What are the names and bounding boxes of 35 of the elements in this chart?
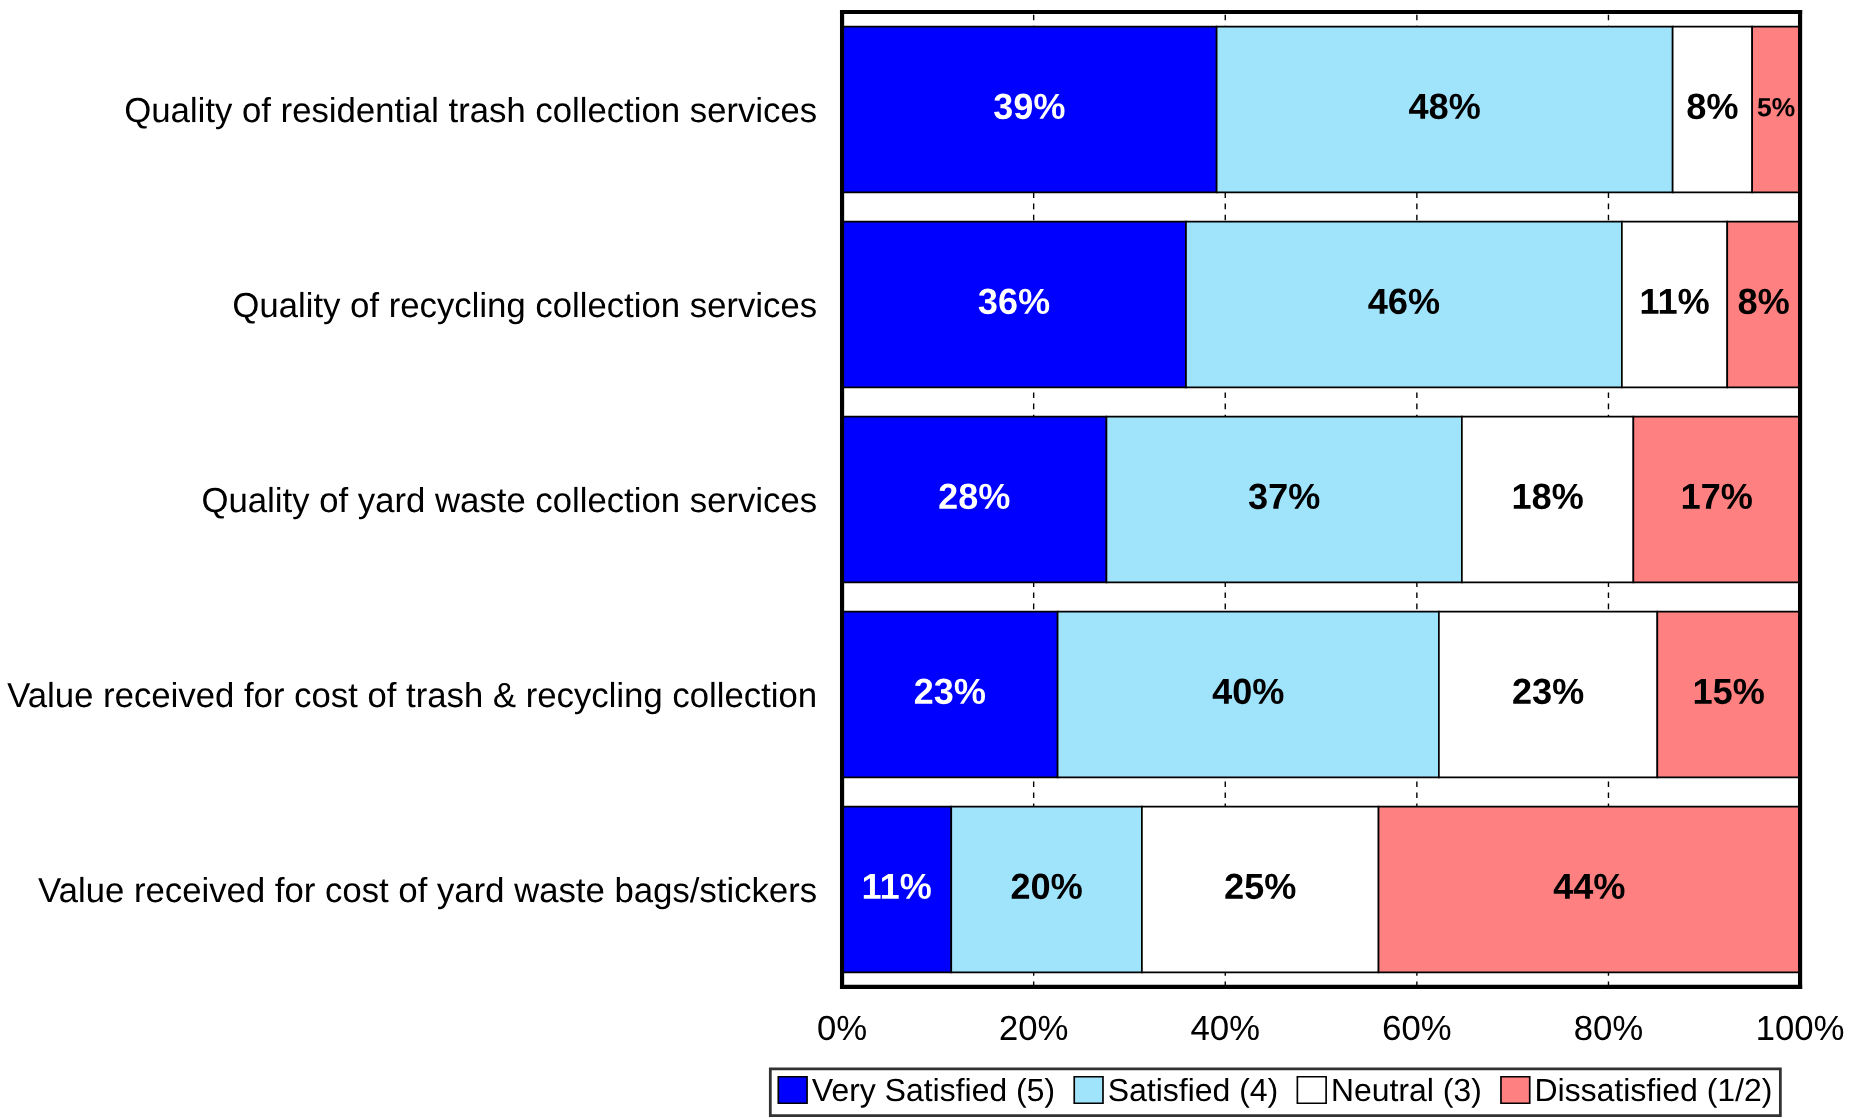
- x-tick-label: 40%: [1191, 1015, 1259, 1041]
- x-tick-label: 60%: [1383, 1015, 1451, 1041]
- x-tick-label: 100%: [1758, 1015, 1844, 1041]
- data-label: 20%: [1011, 873, 1082, 900]
- x-tick-label: 20%: [1000, 1015, 1068, 1041]
- legend-label: Dissatisfied (1/2): [1537, 1077, 1771, 1108]
- data-label: 28%: [939, 483, 1010, 510]
- data-label: 23%: [1513, 678, 1584, 705]
- data-label: 44%: [1553, 873, 1625, 900]
- data-label: 25%: [1225, 873, 1296, 900]
- data-label: 36%: [978, 288, 1050, 315]
- y-tick-label: Quality of recycling collection services: [234, 291, 816, 325]
- data-label: 8%: [1687, 93, 1738, 120]
- data-label: 15%: [1694, 678, 1764, 705]
- y-tick-label: Quality of yard waste collection services: [203, 486, 816, 520]
- y-tick-label: Value received for cost of yard waste bags/stickers: [38, 876, 816, 910]
- data-label: 23%: [914, 678, 986, 705]
- data-label: 40%: [1212, 678, 1284, 705]
- data-label: 18%: [1513, 483, 1583, 510]
- data-label: 11%: [1641, 288, 1709, 315]
- data-label: 11%: [863, 873, 931, 900]
- legend-label: Satisfied (4): [1109, 1077, 1277, 1108]
- y-tick-label: Quality of residential trash collection services: [125, 96, 816, 130]
- data-label: 46%: [1368, 288, 1440, 315]
- data-label: 37%: [1248, 483, 1320, 510]
- x-tick-label: 80%: [1575, 1015, 1642, 1041]
- data-label: 48%: [1409, 93, 1480, 120]
- data-label: 5%: [1757, 97, 1795, 117]
- data-label: 8%: [1738, 288, 1789, 315]
- x-tick-label: 0%: [818, 1015, 866, 1041]
- data-label: 39%: [994, 93, 1065, 120]
- legend-label: Very Satisfied (5): [811, 1077, 1054, 1108]
- data-label: 17%: [1682, 483, 1752, 510]
- legend-label: Neutral (3): [1333, 1077, 1480, 1108]
- y-tick-label: Value received for cost of trash & recycling collection: [7, 681, 815, 715]
